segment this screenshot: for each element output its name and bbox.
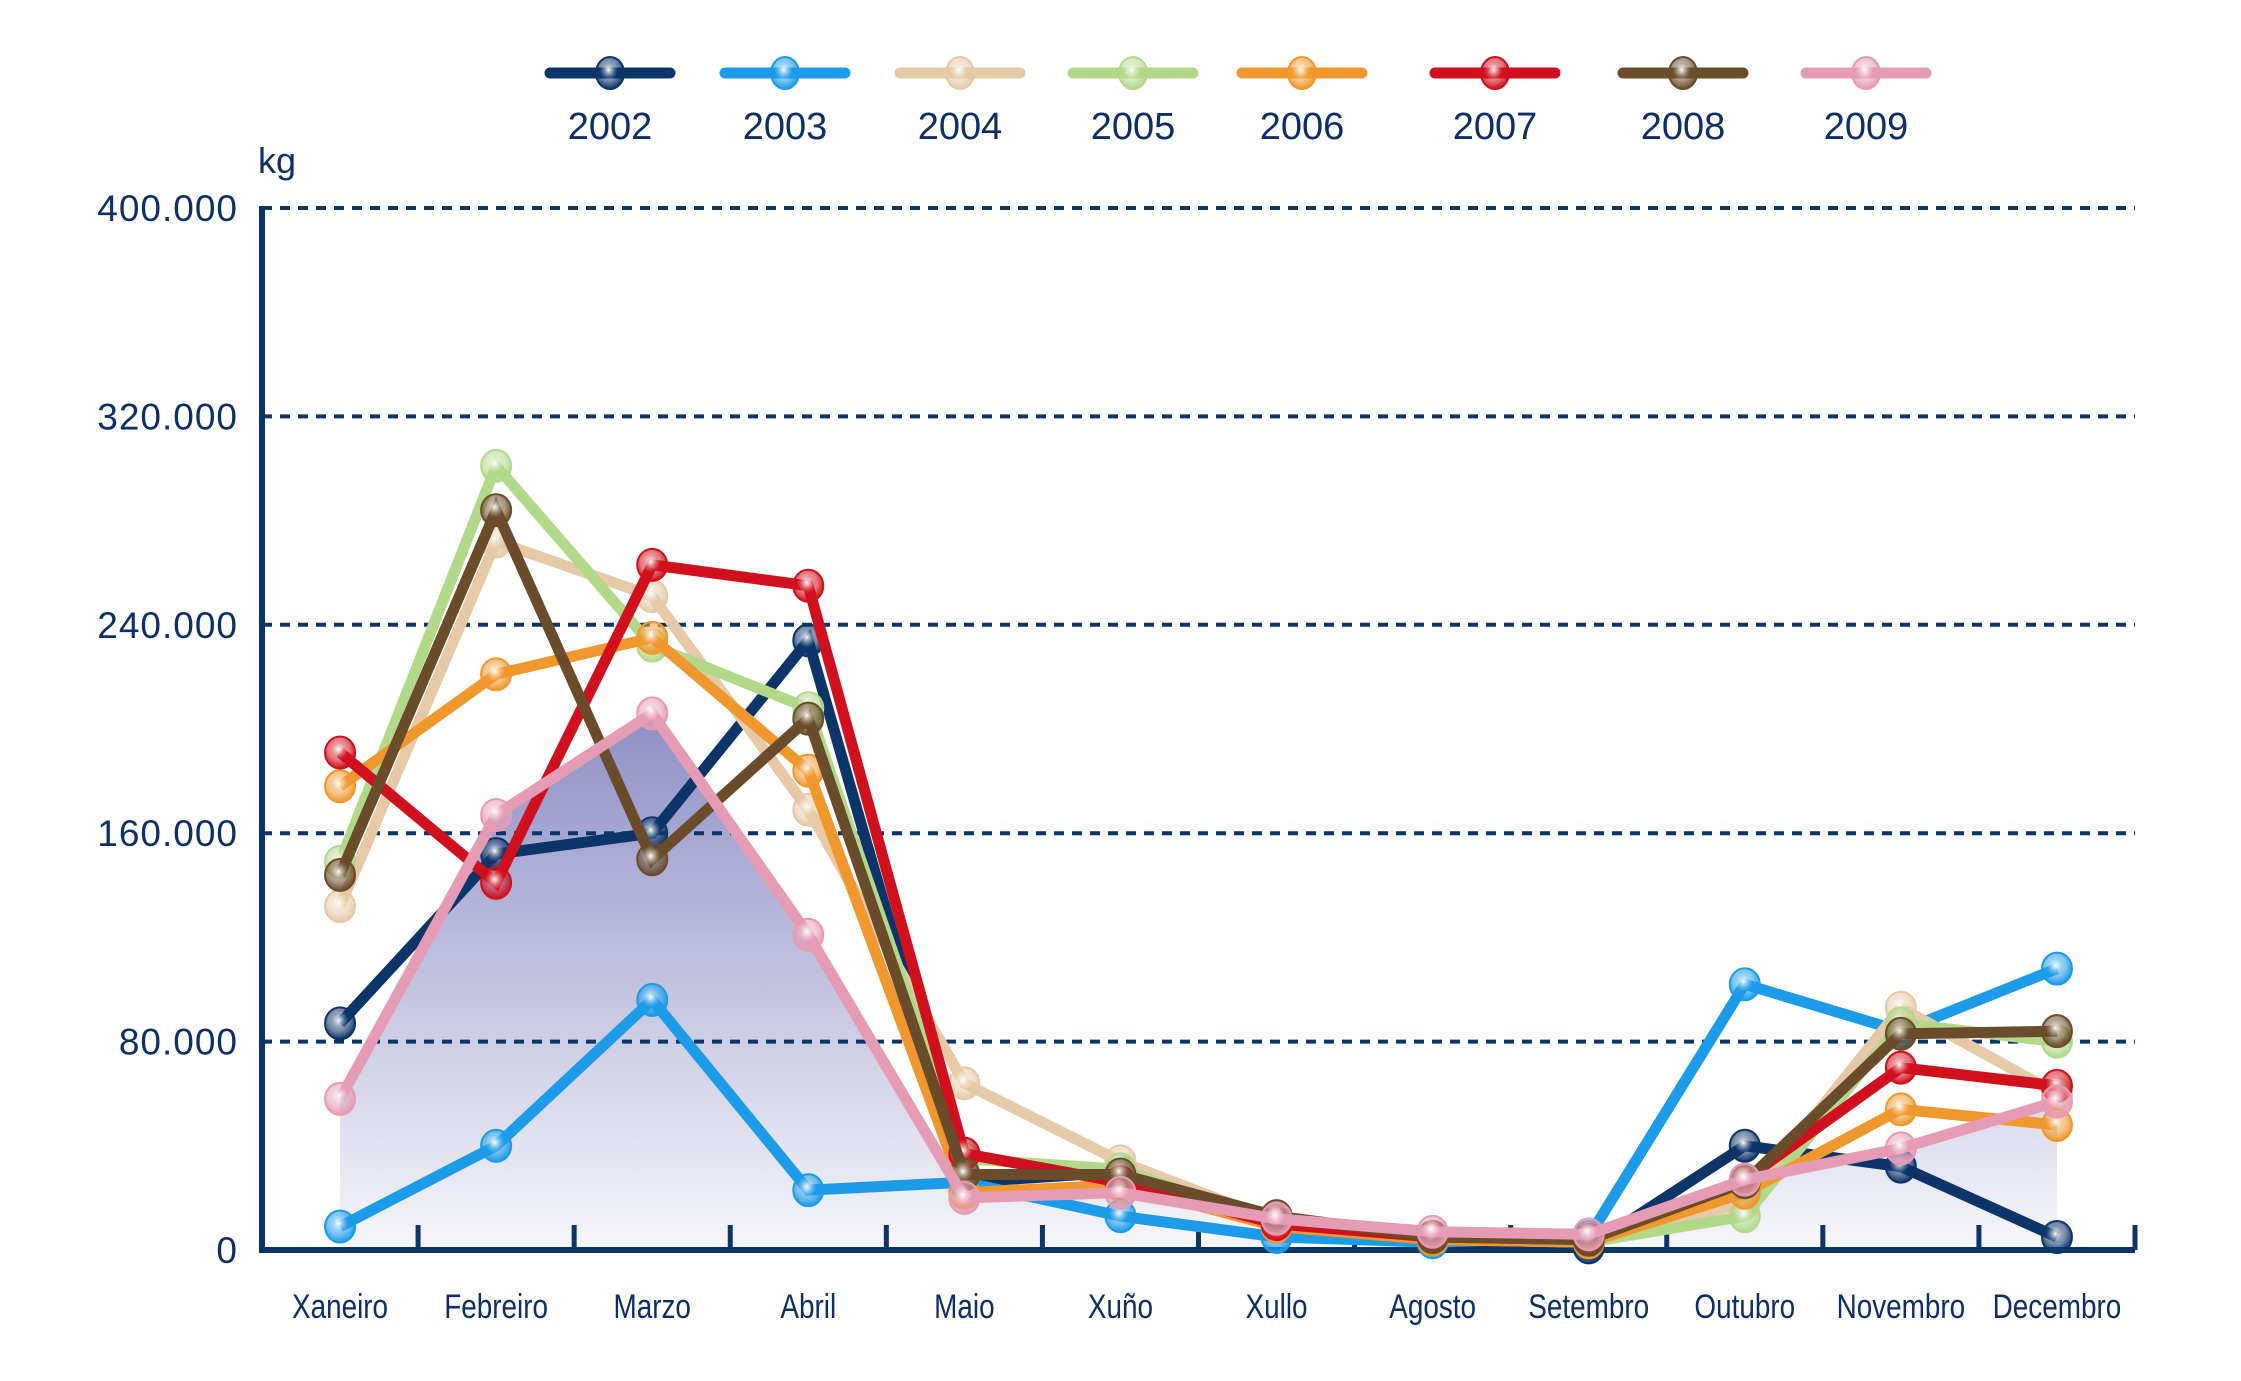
data-point xyxy=(636,982,669,1017)
data-point xyxy=(2040,1084,2073,1119)
data-point xyxy=(1728,1162,1761,1197)
legend-item-2004: 2004 xyxy=(894,56,1026,148)
x-tick-label: Agosto xyxy=(1389,1287,1476,1325)
legend-marker xyxy=(1851,56,1881,90)
legend-label: 2006 xyxy=(1260,106,1345,148)
legend-item-2005: 2005 xyxy=(1067,56,1199,148)
x-tick-label: Maio xyxy=(934,1287,994,1325)
series-line-2009 xyxy=(335,705,2059,1240)
data-point xyxy=(1884,1050,1917,1085)
series-2009 xyxy=(324,696,2073,1252)
x-tick-label: Outubro xyxy=(1694,1287,1795,1325)
legend-label: 2008 xyxy=(1641,106,1726,148)
legend-item-2002: 2002 xyxy=(544,56,676,148)
legend-marker xyxy=(945,56,975,90)
data-point xyxy=(792,1173,825,1208)
data-point xyxy=(636,696,669,731)
data-point xyxy=(636,620,669,655)
data-point xyxy=(948,1180,981,1215)
x-tick-label: Marzo xyxy=(613,1287,690,1325)
data-point xyxy=(324,1209,357,1244)
legend-label: 2004 xyxy=(918,106,1003,148)
legend-item-2006: 2006 xyxy=(1236,56,1368,148)
data-point xyxy=(2040,1014,2073,1049)
data-point xyxy=(2040,951,2073,986)
legend-item-2008: 2008 xyxy=(1617,56,1749,148)
legend-marker xyxy=(1118,56,1148,90)
data-point xyxy=(1884,1092,1917,1127)
data-point xyxy=(324,735,357,770)
legend-marker xyxy=(1480,56,1510,90)
y-tick-label: 0 xyxy=(216,1230,238,1271)
legend-label: 2002 xyxy=(568,106,653,148)
series-layer xyxy=(324,448,2073,1265)
data-point xyxy=(948,1066,981,1101)
legend-marker xyxy=(1668,56,1698,90)
data-point xyxy=(1728,1128,1761,1163)
y-tick-label: 320.000 xyxy=(97,396,238,437)
data-point xyxy=(480,448,513,483)
series-line-2008 xyxy=(334,496,2058,1246)
legend-marker xyxy=(770,56,800,90)
x-tick-label: Xullo xyxy=(1246,1287,1308,1325)
legend: 2002 2003 2004 2005 2006 2007 2008 2009 xyxy=(544,56,1932,148)
data-point xyxy=(1416,1214,1449,1249)
x-tick-label: Abril xyxy=(780,1287,836,1325)
legend-item-2009: 2009 xyxy=(1800,56,1932,148)
series-line-2003 xyxy=(337,963,2060,1248)
x-tick-label: Xaneiro xyxy=(292,1287,388,1325)
legend-item-2007: 2007 xyxy=(1429,56,1561,148)
data-point xyxy=(1572,1217,1605,1252)
tick-labels: kg 0 80.000 160.000 240.000 320.000 400.000 Xa… xyxy=(97,140,2121,1326)
y-tick-label: 240.000 xyxy=(97,605,238,646)
legend-label: 2009 xyxy=(1824,106,1909,148)
legend-marker xyxy=(1287,56,1317,90)
data-point xyxy=(792,917,825,952)
data-point xyxy=(1260,1201,1293,1236)
data-point xyxy=(324,1006,357,1041)
legend-label: 2003 xyxy=(743,106,828,148)
data-point xyxy=(1728,967,1761,1002)
data-point xyxy=(324,857,357,892)
data-point xyxy=(480,1128,513,1163)
y-tick-label: 160.000 xyxy=(97,813,238,854)
grid-lines xyxy=(262,206,2135,1044)
data-point xyxy=(324,1081,357,1116)
area-fill-2009 xyxy=(340,713,2057,1250)
data-point xyxy=(480,797,513,832)
x-tick-label: Xuño xyxy=(1088,1287,1153,1325)
area-fill-layer xyxy=(340,713,2057,1250)
legend-label: 2005 xyxy=(1091,106,1176,148)
data-point xyxy=(1884,1131,1917,1166)
legend-marker xyxy=(595,56,625,90)
data-point xyxy=(792,701,825,736)
legend-label: 2007 xyxy=(1453,106,1538,148)
data-point xyxy=(480,865,513,900)
x-tick-label: Febreiro xyxy=(444,1287,548,1325)
x-tick-label: Decembro xyxy=(1993,1287,2122,1325)
data-point xyxy=(2040,1219,2073,1254)
data-point xyxy=(324,769,357,804)
data-point xyxy=(636,842,669,877)
x-tick-label: Novembro xyxy=(1837,1287,1966,1325)
y-tick-label: 400.000 xyxy=(97,188,238,229)
data-point xyxy=(480,657,513,692)
data-point xyxy=(1884,1016,1917,1051)
x-tick-label: Setembro xyxy=(1528,1287,1649,1325)
data-point xyxy=(792,568,825,603)
data-point xyxy=(324,889,357,924)
data-point xyxy=(480,493,513,528)
data-point xyxy=(636,547,669,582)
y-axis-unit-label: kg xyxy=(258,140,296,181)
y-tick-label: 80.000 xyxy=(119,1022,238,1063)
data-point xyxy=(1104,1175,1137,1210)
legend-item-2003: 2003 xyxy=(719,56,851,148)
